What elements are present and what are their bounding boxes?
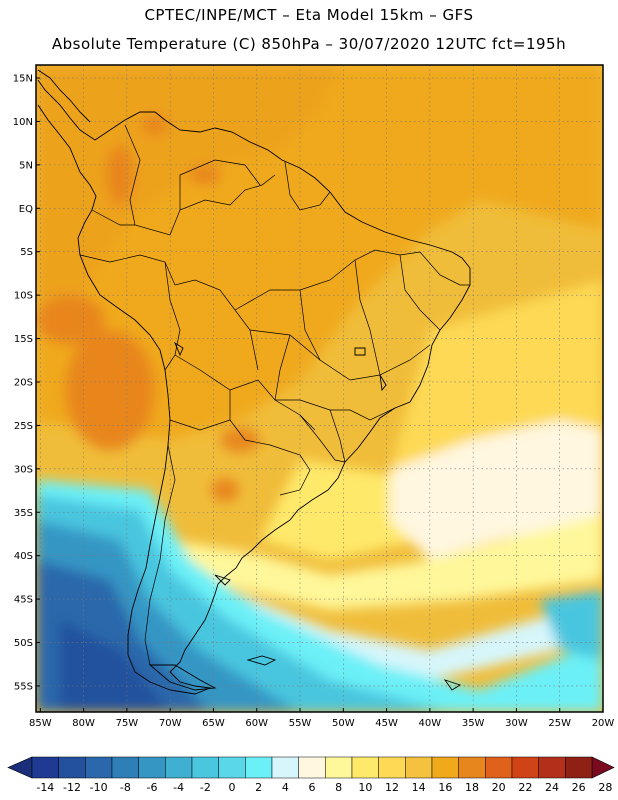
lat-label: 25S [14,421,33,432]
colorbar-swatch [138,756,166,779]
colorbar-swatch [458,756,486,779]
colorbar-swatch [325,756,353,779]
colorbar-label: 0 [229,781,236,794]
colorbar-swatch [538,756,566,779]
lat-label: 5S [20,247,33,258]
map-frame [35,64,604,713]
coastlines-and-borders [37,69,471,695]
colorbar-swatch [378,756,406,779]
colorbar-label: 14 [412,781,426,794]
latitude-labels: 15N 10N 5N EQ 5S 10S 15S 20S 25S 30S 35S 40S 45S 50S 5… [13,74,40,692]
colorbar-swatch [85,756,113,779]
colorbar-swatch [245,756,273,779]
colorbar-swatch [58,756,86,779]
colorbar-swatch [405,756,433,779]
colorbar-label: -10 [90,781,108,794]
colorbar-swatch [565,756,593,779]
colorbar-label: -14 [36,781,54,794]
colorbar-swatch [165,756,193,779]
colorbar-swatch [298,756,326,779]
lon-label: 25W [548,718,571,729]
lat-label: 10N [13,117,33,128]
lon-label: 80W [72,718,95,729]
lon-label: 50W [332,718,355,729]
malvinas [246,655,277,666]
colorbar-label: -12 [63,781,81,794]
colorbar-low-arrow [7,756,33,779]
colorbar-label: 8 [335,781,342,794]
lon-label: 30W [505,718,528,729]
colorbar-label: -2 [200,781,211,794]
colorbar-label: 18 [465,781,479,794]
colorbar-label: -4 [173,781,184,794]
lon-label: 75W [116,718,139,729]
country-borders [79,124,470,666]
central-america [37,69,91,123]
colorbar-label: 28 [598,781,612,794]
lat-label: 20S [14,377,33,388]
colorbar-label: 6 [309,781,316,794]
lat-label: 50S [14,638,33,649]
colorbar-label: 16 [438,781,452,794]
colorbar-swatch [271,756,299,779]
lon-label: 65W [202,718,225,729]
map-gridlines [36,65,604,712]
lat-label: 10S [14,291,33,302]
colorbar-swatch [191,756,219,779]
chart-title-line-2: Absolute Temperature (C) 850hPa – 30/07/… [51,35,567,53]
colorbar-label: 2 [255,781,262,794]
lat-label: 35S [14,508,33,519]
colorbar-label: 10 [358,781,372,794]
lon-label: 60W [245,718,268,729]
colorbar-label: 4 [282,781,289,794]
colorbar-swatch [111,756,139,779]
temperature-field [36,65,603,712]
longitude-labels: 85W 80W 75W 70W 65W 60W 55W 50W 45W 40W 35W 30W 25W 2… [29,708,614,729]
colorbar-high-arrow [591,756,615,779]
colorbar-swatch [31,756,59,779]
colorbar-swatch [218,756,246,779]
lat-label: 5N [19,160,33,171]
lon-label: 55W [289,718,312,729]
colorbar-label: -8 [120,781,131,794]
lat-label: 45S [14,595,33,606]
colorbar-swatch [511,756,539,779]
lat-label: EQ [19,204,33,215]
lon-label: 40W [419,718,442,729]
lon-label: 20W [592,718,615,729]
south-america-coastline [37,79,471,695]
lat-label: 15S [14,334,33,345]
colorbar-label: 24 [545,781,559,794]
colorbar-label: 22 [518,781,532,794]
lat-label: 15N [13,74,33,85]
chart-title-line-1: CPTEC/INPE/MCT – Eta Model 15km – GFS [144,6,474,24]
lon-label: 70W [159,718,182,729]
colorbar-label: 26 [572,781,586,794]
lon-label: 35W [462,718,485,729]
colorbar-label: -6 [147,781,158,794]
lat-label: 30S [14,464,33,475]
lat-label: 40S [14,551,33,562]
colorbar-label: 12 [385,781,399,794]
colorbar-swatch [351,756,379,779]
colorbar-swatch [485,756,513,779]
lon-label: 45W [375,718,398,729]
tierra-del-fuego [148,664,217,691]
colorbar: -14 -12 -10 -8 -6 -4 -2 0 2 4 6 8 10 12 14 16 18 20 22 24 26… [7,756,615,794]
colorbar-label: 20 [492,781,506,794]
lon-label: 85W [29,718,52,729]
lat-label: 55S [14,681,33,692]
colorbar-swatch [431,756,459,779]
